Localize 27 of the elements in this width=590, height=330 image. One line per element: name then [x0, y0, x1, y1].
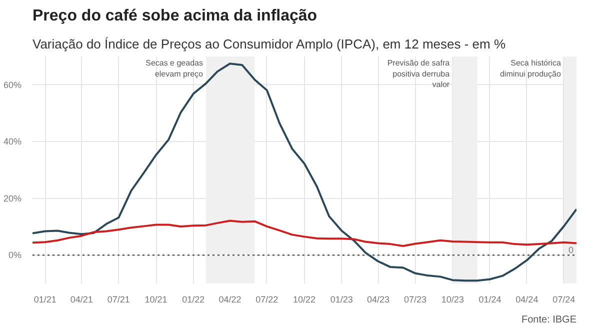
source-note: Fonte: IBGE: [521, 314, 577, 326]
x-tick-label: 10/21: [144, 294, 168, 304]
x-tick-label: 10/23: [441, 294, 464, 304]
y-tick-label: 20%: [3, 193, 22, 204]
x-tick-label: 07/24: [552, 294, 576, 304]
ref-line-label: 0: [568, 245, 574, 256]
x-tick-label: 10/22: [293, 294, 316, 304]
x-tick-label: 01/23: [330, 294, 353, 304]
y-tick-label: 60%: [3, 80, 22, 90]
x-tick-label: 07/23: [404, 294, 426, 304]
band-label: Previsão de safra positiva derruba valor: [387, 58, 450, 90]
x-tick-label: 07/22: [256, 294, 278, 304]
x-tick-label: 04/22: [218, 294, 242, 304]
x-tick-label: 04/23: [366, 294, 390, 304]
band-label: Seca histórica diminui produção: [500, 58, 562, 78]
x-tick-label: 07/21: [107, 294, 130, 304]
x-tick-label: 01/24: [478, 294, 502, 304]
x-tick-label: 01/22: [182, 294, 205, 304]
chart-title: Preço do café sobe acima da inflação: [32, 8, 318, 24]
x-tick-label: 04/24: [516, 294, 538, 304]
y-tick-label: 40%: [3, 136, 22, 147]
x-tick-label: 04/21: [70, 294, 93, 304]
x-tick-label: 01/21: [34, 294, 56, 304]
chart-subtitle: Variação do Índice de Preços ao Consumidor Amplo (IPCA), em 12 meses - em %: [32, 36, 506, 52]
line-series: [32, 220, 576, 248]
y-tick-label: 0%: [8, 250, 22, 260]
band-label: Secas e geadas elevam preço: [146, 58, 204, 78]
